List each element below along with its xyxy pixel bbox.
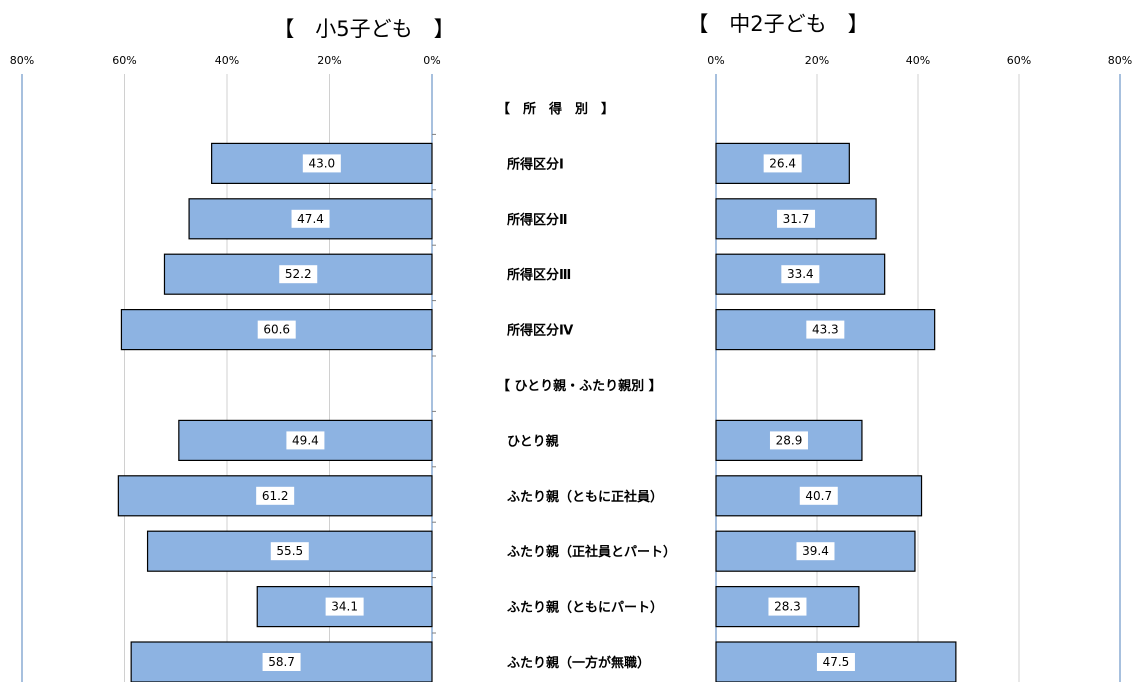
left-data-label: 61.2 <box>262 489 289 503</box>
right-data-label-box <box>768 597 807 616</box>
category-label: ふたり親（正社員とパート） <box>507 544 676 560</box>
right-data-label: 28.9 <box>776 433 803 447</box>
left-data-label-box <box>325 597 364 616</box>
left-data-label: 47.4 <box>297 212 324 226</box>
category-label: 所得区分Ⅱ <box>507 212 568 228</box>
category-label: ふたり親（ともにパート） <box>507 600 663 616</box>
left-data-label: 34.1 <box>331 600 358 614</box>
right-data-label-box <box>806 320 845 339</box>
left-data-label: 60.6 <box>263 323 290 337</box>
right-data-label-box <box>781 265 820 284</box>
left-panel-title: 【 小5子ども 】 <box>273 17 454 41</box>
left-tick-label: 80% <box>10 54 34 67</box>
group-header-label: 【 所 得 別 】 <box>497 101 614 117</box>
category-label: ふたり親（ともに正社員） <box>507 489 663 505</box>
left-data-label: 55.5 <box>276 544 303 558</box>
right-data-label: 33.4 <box>787 267 814 281</box>
category-label: ひとり親 <box>507 433 559 449</box>
right-tick-label: 40% <box>906 54 930 67</box>
category-label: 所得区分Ⅳ <box>507 323 574 339</box>
left-data-label-box <box>279 265 318 284</box>
left-data-label-box <box>286 431 325 450</box>
category-label: 所得区分Ⅰ <box>507 156 564 172</box>
right-tick-label: 20% <box>805 54 829 67</box>
left-tick-label: 40% <box>215 54 239 67</box>
left-data-label-box <box>302 154 341 173</box>
left-data-label: 52.2 <box>285 267 312 281</box>
left-data-label: 58.7 <box>268 655 295 669</box>
right-data-label: 26.4 <box>769 156 796 170</box>
left-data-label-box <box>291 209 330 228</box>
left-tick-label: 20% <box>317 54 341 67</box>
right-data-label-box <box>763 154 802 173</box>
left-data-label-box <box>262 653 301 671</box>
right-data-label: 43.3 <box>812 323 839 337</box>
right-data-label-box <box>769 431 808 450</box>
right-tick-label: 0% <box>707 54 724 67</box>
right-data-label: 28.3 <box>774 600 801 614</box>
right-tick-label: 60% <box>1007 54 1031 67</box>
left-tick-label: 0% <box>423 54 440 67</box>
right-data-label: 31.7 <box>783 212 810 226</box>
left-data-label: 49.4 <box>292 433 319 447</box>
right-data-label: 47.5 <box>823 655 850 669</box>
right-data-label: 40.7 <box>805 489 832 503</box>
right-data-label-box <box>816 653 855 671</box>
category-label: ふたり親（一方が無職） <box>507 655 650 671</box>
right-data-label-box <box>799 486 838 505</box>
right-data-label-box <box>796 542 835 561</box>
left-tick-label: 60% <box>112 54 136 67</box>
right-panel-title: 【 中2子ども 】 <box>687 12 868 36</box>
left-data-label-box <box>257 320 296 339</box>
left-data-label: 43.0 <box>308 156 335 170</box>
category-label: 所得区分Ⅲ <box>507 267 571 283</box>
right-data-label: 39.4 <box>802 544 829 558</box>
right-data-label-box <box>777 209 816 228</box>
left-data-label-box <box>270 542 309 561</box>
right-tick-label: 80% <box>1108 54 1132 67</box>
group-header-label: 【 ひとり親・ふたり親別 】 <box>497 378 662 394</box>
left-data-label-box <box>256 486 295 505</box>
